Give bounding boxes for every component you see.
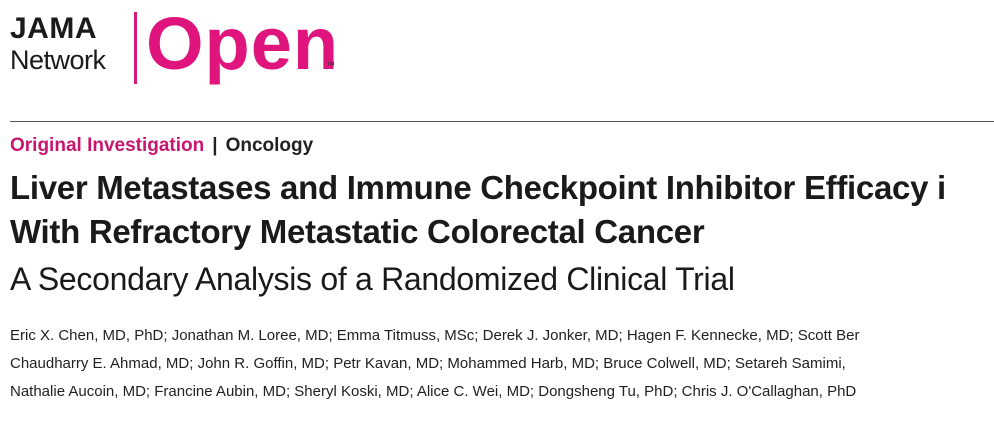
logo-open-text: Open bbox=[146, 2, 340, 85]
article-category: Original Investigation | Oncology bbox=[10, 133, 313, 159]
logo-divider-bar bbox=[134, 12, 137, 84]
journal-logo: JAMA Network Open ™ bbox=[10, 4, 350, 84]
author-line-1: Eric X. Chen, MD, PhD; Jonathan M. Loree… bbox=[10, 327, 860, 344]
author-line-2: Chaudharry E. Ahmad, MD; John R. Goffin,… bbox=[10, 355, 846, 372]
logo-trademark: ™ bbox=[326, 60, 335, 70]
header-divider bbox=[10, 121, 994, 122]
title-line-2: With Refractory Metastatic Colorectal Ca… bbox=[10, 213, 705, 250]
author-list: Eric X. Chen, MD, PhD; Jonathan M. Loree… bbox=[10, 322, 994, 406]
article-title: Liver Metastases and Immune Checkpoint I… bbox=[10, 166, 994, 254]
title-line-1: Liver Metastases and Immune Checkpoint I… bbox=[10, 169, 946, 206]
category-separator: | bbox=[212, 135, 218, 156]
article-subtitle: A Secondary Analysis of a Randomized Cli… bbox=[10, 261, 735, 297]
author-line-3: Nathalie Aucoin, MD; Francine Aubin, MD;… bbox=[10, 383, 857, 400]
logo-network-text: Network bbox=[10, 45, 106, 75]
category-topic: Oncology bbox=[225, 135, 314, 156]
category-type: Original Investigation bbox=[10, 135, 205, 156]
logo-jama-text: JAMA bbox=[10, 12, 98, 45]
